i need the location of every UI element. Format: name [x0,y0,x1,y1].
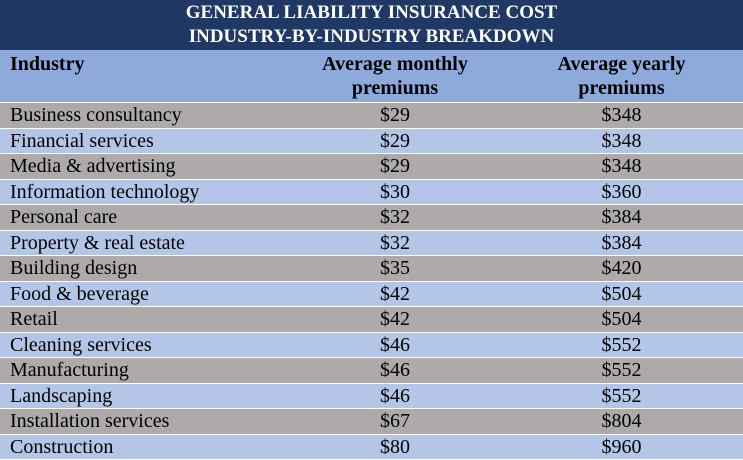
table-cell: $42 [380,282,410,305]
column-header: Average monthly premiums [322,53,468,99]
table-row: Installation services $67 $804 [0,409,743,435]
table-cell: $552 [601,359,642,381]
table-row: Construction $80 $960 [0,434,743,460]
title-band: GENERAL LIABILITY INSURANCE COST INDUSTR… [0,0,743,50]
table-cell: $42 [380,308,410,330]
table-cell: Property & real estate [10,231,185,254]
table-cell: Business consultancy [10,104,182,126]
table-cell: Media & advertising [10,155,176,177]
table-cell: $420 [601,257,642,279]
table-cell: Personal care [10,206,118,228]
table-cell: $46 [380,359,410,381]
table-cell: $67 [380,410,410,432]
table-cell: Manufacturing [10,359,129,381]
header-row: Industry Average monthly premiums Average … [0,50,743,103]
table-cell: $960 [601,435,642,458]
table-cell: Cleaning services [10,333,152,356]
table-cell: $29 [380,129,410,152]
table-cell: $32 [380,206,410,228]
table-cell: Retail [10,308,58,330]
table-cell: $348 [601,155,642,177]
table-cell: $46 [380,384,410,407]
table-row: Property & real estate $32 $384 [0,230,743,256]
table-cell: $348 [601,129,642,152]
table-cell: $46 [380,333,410,356]
table-cell: Building design [10,257,138,279]
table-row: Retail $42 $504 [0,307,743,333]
table-row: Financial services $29 $348 [0,128,743,154]
table-cell: Landscaping [10,384,113,407]
table-row: Cleaning services $46 $552 [0,332,743,358]
table-row: Food & beverage $42 $504 [0,281,743,307]
table-row: Landscaping $46 $552 [0,383,743,409]
table-row: Information technology $30 $360 [0,179,743,205]
table-row: Building design $35 $420 [0,256,743,282]
table-cell: $29 [380,104,410,126]
table-cell: $30 [380,180,410,203]
title-line: INDUSTRY-BY-INDUSTRY BREAKDOWN [188,26,555,47]
table-cell: $504 [601,308,642,330]
table-cell: Information technology [10,180,200,203]
table-cell: $35 [380,257,410,279]
table-cell: $804 [601,410,642,432]
table-cell: $348 [601,104,642,126]
table-cell: Food & beverage [10,282,149,305]
table-cell: Installation services [10,410,170,432]
table-cell: $80 [380,435,410,458]
table-cell: $552 [601,384,642,407]
table-cell: $552 [601,333,642,356]
table-row: Manufacturing $46 $552 [0,358,743,384]
table-cell: $29 [380,155,410,177]
table-row: Business consultancy $29 $348 [0,103,743,129]
column-header: Industry [10,53,85,75]
table-cell: $504 [601,282,642,305]
column-header: Average yearly premiums [557,53,686,99]
table-row: Media & advertising $29 $348 [0,154,743,180]
table: Industry Average monthly premiums Average … [0,50,743,460]
table-cell: $360 [601,180,642,203]
table-row: Personal care $32 $384 [0,205,743,231]
table-cell: $384 [601,206,642,228]
table-cell: $384 [601,231,642,254]
table-cell: $32 [380,231,410,254]
table-cell: Construction [10,435,114,458]
title-line: GENERAL LIABILITY INSURANCE COST [185,2,558,23]
table-cell: Financial services [10,129,154,152]
